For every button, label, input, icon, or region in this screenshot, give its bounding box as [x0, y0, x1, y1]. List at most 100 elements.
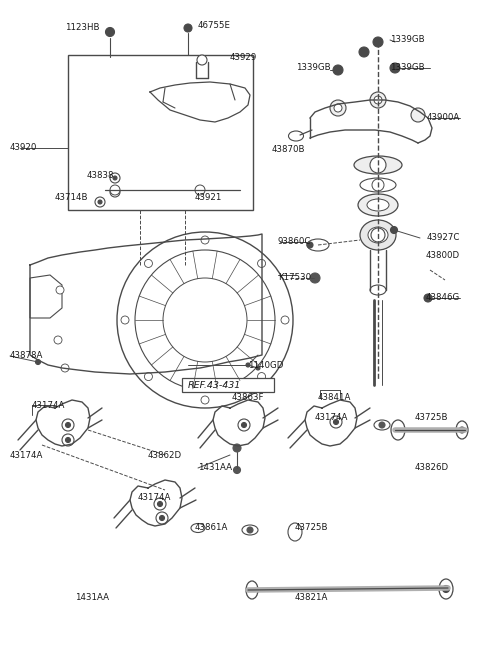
Text: 43920: 43920 — [10, 144, 37, 153]
Text: 1339GB: 1339GB — [296, 63, 331, 72]
Text: 43174A: 43174A — [10, 451, 43, 460]
Circle shape — [201, 396, 209, 404]
Ellipse shape — [374, 420, 390, 430]
Circle shape — [56, 286, 64, 294]
Circle shape — [65, 422, 71, 428]
Ellipse shape — [163, 278, 247, 362]
Ellipse shape — [354, 156, 402, 174]
Circle shape — [95, 197, 105, 207]
Text: 43846G: 43846G — [426, 293, 460, 302]
Text: 43870B: 43870B — [272, 146, 305, 155]
Text: 1431AA: 1431AA — [75, 594, 109, 603]
Circle shape — [233, 466, 240, 473]
Ellipse shape — [370, 285, 386, 295]
Ellipse shape — [242, 525, 258, 535]
Circle shape — [330, 100, 346, 116]
Circle shape — [201, 236, 209, 244]
Ellipse shape — [368, 227, 388, 243]
Circle shape — [159, 515, 165, 520]
Circle shape — [371, 228, 385, 242]
Circle shape — [391, 227, 397, 234]
Text: 93860C: 93860C — [278, 238, 312, 246]
Ellipse shape — [439, 579, 453, 599]
Circle shape — [359, 47, 369, 57]
Circle shape — [157, 502, 163, 507]
Text: 1431AA: 1431AA — [198, 464, 232, 473]
Ellipse shape — [367, 199, 389, 211]
Text: 43725B: 43725B — [415, 413, 448, 422]
Text: 1339GB: 1339GB — [390, 63, 425, 72]
Circle shape — [258, 373, 265, 381]
Circle shape — [373, 37, 383, 47]
Text: 1123HB: 1123HB — [65, 24, 100, 33]
Circle shape — [110, 173, 120, 183]
Circle shape — [247, 527, 253, 533]
Circle shape — [62, 434, 74, 446]
Circle shape — [113, 176, 117, 180]
Ellipse shape — [117, 232, 293, 408]
Text: 43800D: 43800D — [426, 251, 460, 261]
Circle shape — [121, 316, 129, 324]
Text: 43863F: 43863F — [232, 394, 264, 402]
Text: 43927C: 43927C — [427, 234, 460, 242]
Circle shape — [390, 63, 400, 73]
Text: 46755E: 46755E — [198, 20, 231, 29]
Ellipse shape — [288, 523, 302, 541]
Circle shape — [281, 316, 289, 324]
Circle shape — [334, 104, 342, 112]
Text: 43861A: 43861A — [195, 524, 228, 532]
Circle shape — [241, 422, 247, 428]
Circle shape — [110, 185, 120, 195]
Circle shape — [334, 419, 338, 424]
Circle shape — [54, 336, 62, 344]
Ellipse shape — [135, 250, 275, 390]
Circle shape — [106, 27, 115, 37]
Text: 43862D: 43862D — [148, 451, 182, 460]
Text: 43174A: 43174A — [315, 413, 348, 422]
Circle shape — [258, 259, 265, 268]
Ellipse shape — [191, 524, 205, 532]
Circle shape — [61, 364, 69, 372]
Circle shape — [459, 427, 465, 433]
Text: 1140GD: 1140GD — [248, 360, 283, 370]
Circle shape — [307, 242, 313, 248]
Circle shape — [113, 190, 117, 194]
Circle shape — [310, 273, 320, 283]
Text: 43821A: 43821A — [295, 594, 328, 603]
Circle shape — [110, 187, 120, 197]
Text: 43714B: 43714B — [55, 193, 88, 202]
Text: 43838: 43838 — [87, 170, 115, 180]
Circle shape — [256, 366, 260, 370]
Text: 43174A: 43174A — [32, 400, 65, 409]
Circle shape — [246, 363, 250, 367]
Text: 43174A: 43174A — [138, 494, 171, 503]
Circle shape — [154, 498, 166, 510]
Ellipse shape — [307, 239, 329, 251]
Circle shape — [379, 422, 385, 428]
Circle shape — [424, 294, 432, 302]
Circle shape — [372, 179, 384, 191]
Circle shape — [233, 444, 241, 452]
Text: 43929: 43929 — [230, 54, 257, 63]
Circle shape — [184, 24, 192, 32]
Circle shape — [370, 157, 386, 173]
Circle shape — [411, 108, 425, 122]
Circle shape — [197, 55, 207, 65]
Text: K17530: K17530 — [278, 274, 311, 283]
Bar — [182, 378, 274, 392]
Circle shape — [65, 438, 71, 443]
Ellipse shape — [288, 131, 303, 141]
Circle shape — [144, 373, 153, 381]
Circle shape — [330, 416, 342, 428]
Ellipse shape — [360, 220, 396, 250]
Ellipse shape — [246, 581, 258, 599]
Text: 43841A: 43841A — [318, 394, 351, 402]
Text: 43826D: 43826D — [415, 464, 449, 473]
Circle shape — [333, 65, 343, 75]
Ellipse shape — [391, 420, 405, 440]
Text: 1339GB: 1339GB — [390, 35, 425, 44]
Text: 43921: 43921 — [195, 193, 222, 202]
Text: REF.43-431: REF.43-431 — [188, 381, 241, 389]
Circle shape — [370, 92, 386, 108]
Circle shape — [156, 512, 168, 524]
